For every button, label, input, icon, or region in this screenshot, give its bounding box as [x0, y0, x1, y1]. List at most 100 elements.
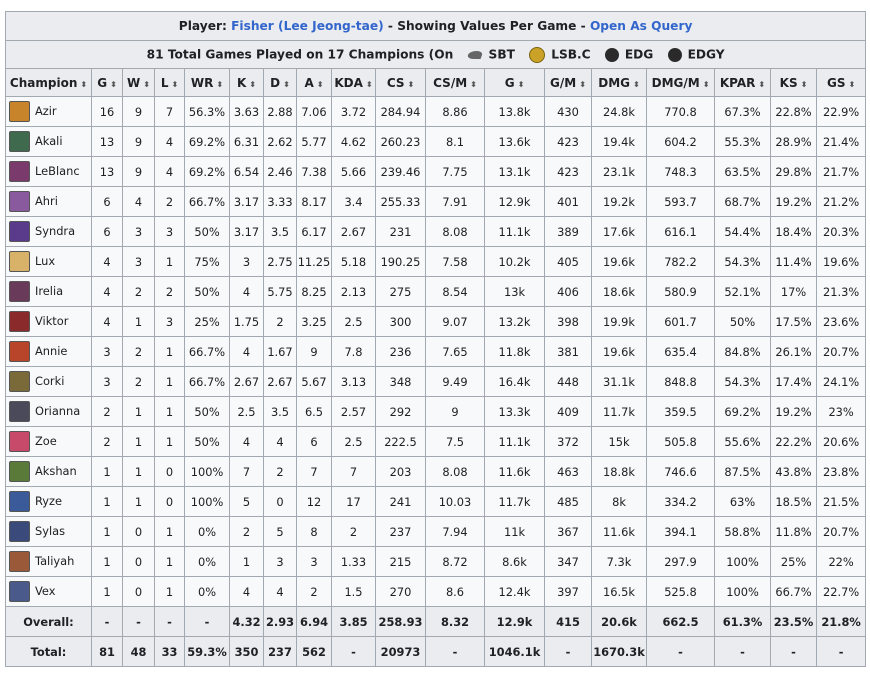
stat-cell-cs: 239.46 — [375, 156, 426, 187]
col-header-kills[interactable]: K ⬍ — [229, 68, 264, 97]
champion-cell[interactable]: Akshan — [5, 456, 92, 487]
stat-cell-damage: 7.3k — [591, 546, 647, 577]
stat-cell-cs: 236 — [375, 336, 426, 367]
table-row: Azir 16 9 7 56.3% 3.63 2.88 7.06 3.72 284.94 8.86 1… — [5, 96, 867, 127]
champion-portrait-icon[interactable] — [9, 311, 30, 332]
champion-portrait-icon[interactable] — [9, 521, 30, 542]
col-header-losses[interactable]: L ⬍ — [154, 68, 185, 97]
stat-cell-assists: 8 — [296, 516, 332, 547]
champion-portrait-icon[interactable] — [9, 281, 30, 302]
col-header-kill-participation[interactable]: KPAR ⬍ — [714, 68, 771, 97]
team-name-sbt: SBT — [488, 47, 515, 61]
champion-cell[interactable]: Zoe — [5, 426, 92, 457]
champion-cell[interactable]: Orianna — [5, 396, 92, 427]
champion-cell[interactable]: Viktor — [5, 306, 92, 337]
champion-cell[interactable]: Annie — [5, 336, 92, 367]
champion-cell[interactable]: LeBlanc — [5, 156, 92, 187]
col-header-assists[interactable]: A ⬍ — [296, 68, 332, 97]
champion-cell[interactable]: Akali — [5, 126, 92, 157]
champion-cell[interactable]: Sylas — [5, 516, 92, 547]
champion-name[interactable]: Vex — [35, 584, 56, 598]
col-header-cs[interactable]: CS ⬍ — [375, 68, 426, 97]
champion-name[interactable]: Sylas — [35, 524, 66, 538]
player-link[interactable]: Fisher (Lee Jeong-tae) — [231, 19, 384, 33]
champion-name[interactable]: Lux — [35, 254, 56, 268]
champion-portrait-icon[interactable] — [9, 461, 30, 482]
champion-name[interactable]: Akshan — [35, 464, 77, 478]
stat-cell-wins: 2 — [122, 276, 155, 307]
champion-portrait-icon[interactable] — [9, 401, 30, 422]
champion-name[interactable]: Azir — [35, 104, 57, 118]
sort-icon: ⬍ — [110, 79, 117, 89]
open-as-query-link[interactable]: Open As Query — [589, 19, 693, 33]
stat-cell-winrate: 66.7% — [184, 366, 230, 397]
total-cell-kda: - — [331, 636, 376, 667]
champion-name[interactable]: Annie — [35, 344, 68, 358]
champion-portrait-icon[interactable] — [9, 191, 30, 212]
stat-cell-losses: 1 — [154, 396, 185, 427]
champion-name[interactable]: Ryze — [35, 494, 63, 508]
stat-cell-winrate: 25% — [184, 306, 230, 337]
stat-cell-kill-share: 19.2% — [770, 396, 817, 427]
champion-cell[interactable]: Ahri — [5, 186, 92, 217]
stat-cell-kda: 7 — [331, 456, 376, 487]
col-header-damage-per-min[interactable]: DMG/M ⬍ — [646, 68, 715, 97]
col-header-kill-share[interactable]: KS ⬍ — [770, 68, 817, 97]
stat-cell-kill-share: 18.4% — [770, 216, 817, 247]
champion-portrait-icon[interactable] — [9, 371, 30, 392]
champion-cell[interactable]: Irelia — [5, 276, 92, 307]
sort-icon: ⬍ — [365, 79, 373, 89]
col-header-champion[interactable]: Champion ⬍ — [5, 68, 92, 97]
champion-name[interactable]: Akali — [35, 134, 63, 148]
champion-cell[interactable]: Corki — [5, 366, 92, 397]
champion-portrait-icon[interactable] — [9, 221, 30, 242]
stat-cell-assists: 6.5 — [296, 396, 332, 427]
champion-name[interactable]: LeBlanc — [35, 164, 80, 178]
stat-cell-gold: 11.6k — [484, 456, 545, 487]
table-row: LeBlanc 13 9 4 69.2% 6.54 2.46 7.38 5.66 239.46 7.… — [5, 156, 867, 187]
champion-name[interactable]: Zoe — [35, 434, 57, 448]
stat-cell-losses: 1 — [154, 516, 185, 547]
champion-portrait-icon[interactable] — [9, 491, 30, 512]
stat-cell-kills: 4 — [229, 336, 264, 367]
col-header-gold-per-min[interactable]: G/M ⬍ — [544, 68, 592, 97]
stat-cell-games: 4 — [91, 306, 123, 337]
champion-cell[interactable]: Azir — [5, 96, 92, 127]
col-header-gold[interactable]: G ⬍ — [484, 68, 545, 97]
stat-cell-deaths: 2.88 — [263, 96, 297, 127]
champion-portrait-icon[interactable] — [9, 251, 30, 272]
champion-cell[interactable]: Ryze — [5, 486, 92, 517]
champion-name[interactable]: Syndra — [35, 224, 76, 238]
col-header-kda[interactable]: KDA ⬍ — [331, 68, 376, 97]
col-header-deaths[interactable]: D ⬍ — [263, 68, 297, 97]
champion-name[interactable]: Ahri — [35, 194, 58, 208]
col-header-gold-share[interactable]: GS ⬍ — [815, 68, 867, 97]
champion-portrait-icon[interactable] — [9, 101, 30, 122]
champion-name[interactable]: Corki — [35, 374, 65, 388]
champion-portrait-icon[interactable] — [9, 551, 30, 572]
champion-name[interactable]: Viktor — [35, 314, 69, 328]
champion-portrait-icon[interactable] — [9, 161, 30, 182]
champion-portrait-icon[interactable] — [9, 341, 30, 362]
col-header-winrate[interactable]: WR ⬍ — [184, 68, 230, 97]
col-header-damage[interactable]: DMG ⬍ — [591, 68, 647, 97]
stat-cell-assists: 3 — [296, 546, 332, 577]
col-header-label: GS — [827, 75, 846, 90]
champion-portrait-icon[interactable] — [9, 581, 30, 602]
champion-cell[interactable]: Vex — [5, 576, 92, 607]
stat-cell-kills: 4 — [229, 426, 264, 457]
col-header-cs-per-min[interactable]: CS/M ⬍ — [425, 68, 485, 97]
champion-cell[interactable]: Syndra — [5, 216, 92, 247]
stat-cell-damage: 19.9k — [591, 306, 647, 337]
champion-cell[interactable]: Taliyah — [5, 546, 92, 577]
champion-portrait-icon[interactable] — [9, 131, 30, 152]
champion-cell[interactable]: Lux — [5, 246, 92, 277]
col-header-games[interactable]: G ⬍ — [91, 68, 123, 97]
stat-cell-losses: 1 — [154, 246, 185, 277]
champion-name[interactable]: Taliyah — [35, 554, 75, 568]
col-header-wins[interactable]: W ⬍ — [122, 68, 155, 97]
stat-cell-kills: 5 — [229, 486, 264, 517]
champion-name[interactable]: Irelia — [35, 284, 64, 298]
champion-portrait-icon[interactable] — [9, 431, 30, 452]
champion-name[interactable]: Orianna — [35, 404, 81, 418]
